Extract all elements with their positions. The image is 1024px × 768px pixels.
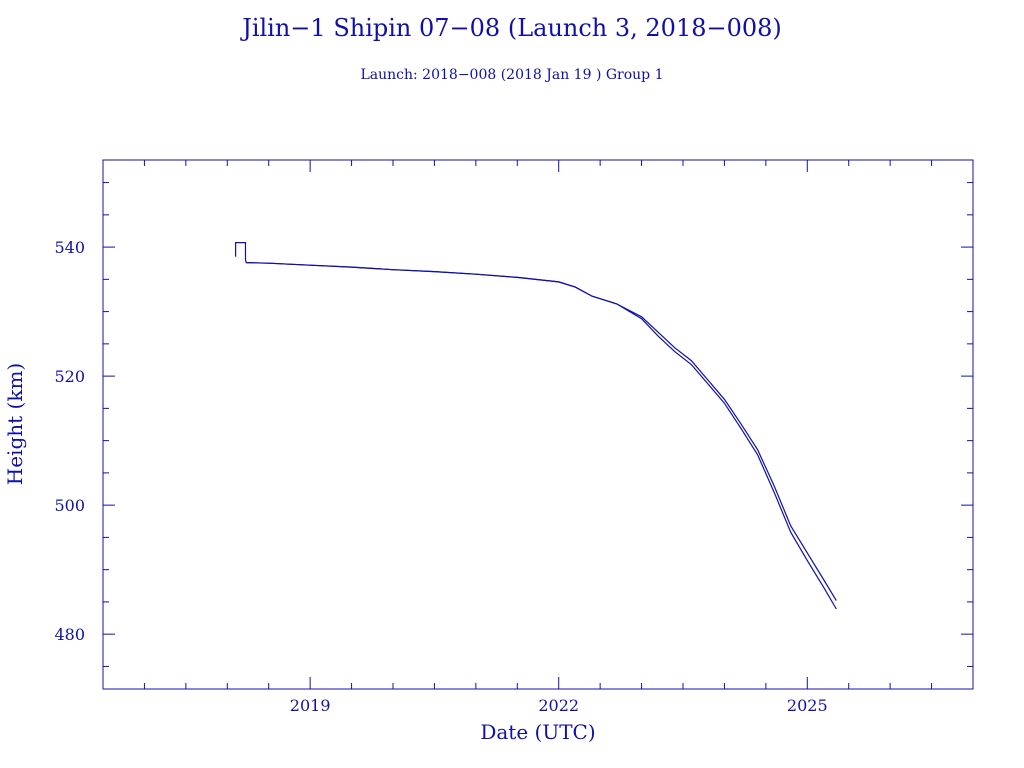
y-tick-label: 540 — [54, 238, 85, 257]
x-tick-label: 2019 — [290, 696, 331, 715]
y-axis-label: Height (km) — [3, 363, 27, 485]
x-tick-label: 2025 — [787, 696, 828, 715]
series-line-2 — [246, 262, 837, 610]
tick-labels: 2019 2022 2025 480 500 520 540 — [54, 238, 827, 715]
x-axis-label: Date (UTC) — [480, 720, 595, 744]
series-line-1 — [235, 242, 837, 601]
chart-title: Jilin−1 Shipin 07−08 (Launch 3, 2018−008… — [242, 14, 782, 42]
x-tick-label: 2022 — [538, 696, 579, 715]
series-lines — [235, 242, 837, 610]
plot-frame — [102, 159, 974, 690]
y-tick-label: 500 — [54, 496, 85, 515]
axis-ticks — [102, 160, 974, 689]
chart-subtitle: Launch: 2018−008 (2018 Jan 19 ) Group 1 — [360, 67, 664, 83]
y-tick-label: 480 — [54, 625, 85, 644]
y-tick-label: 520 — [54, 367, 85, 386]
